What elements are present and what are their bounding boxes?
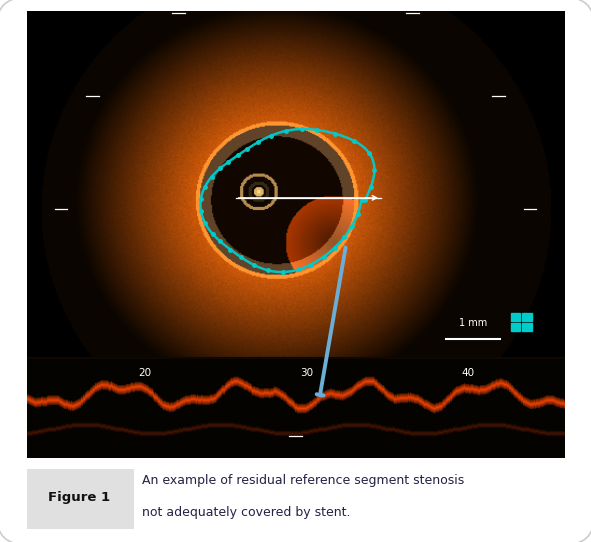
Text: An example of residual reference segment stenosis: An example of residual reference segment… [142, 474, 465, 487]
Bar [511, 322, 520, 331]
Bar [522, 313, 532, 321]
Text: not adequately covered by stent.: not adequately covered by stent. [142, 506, 350, 519]
Text: 40: 40 [461, 369, 474, 378]
Bar [511, 313, 520, 321]
FancyBboxPatch shape [24, 469, 134, 528]
Text: 1 mm: 1 mm [459, 318, 487, 328]
Text: 20: 20 [138, 369, 151, 378]
Text: Figure 1: Figure 1 [48, 491, 110, 504]
Bar [522, 322, 532, 331]
Text: 30: 30 [300, 369, 313, 378]
